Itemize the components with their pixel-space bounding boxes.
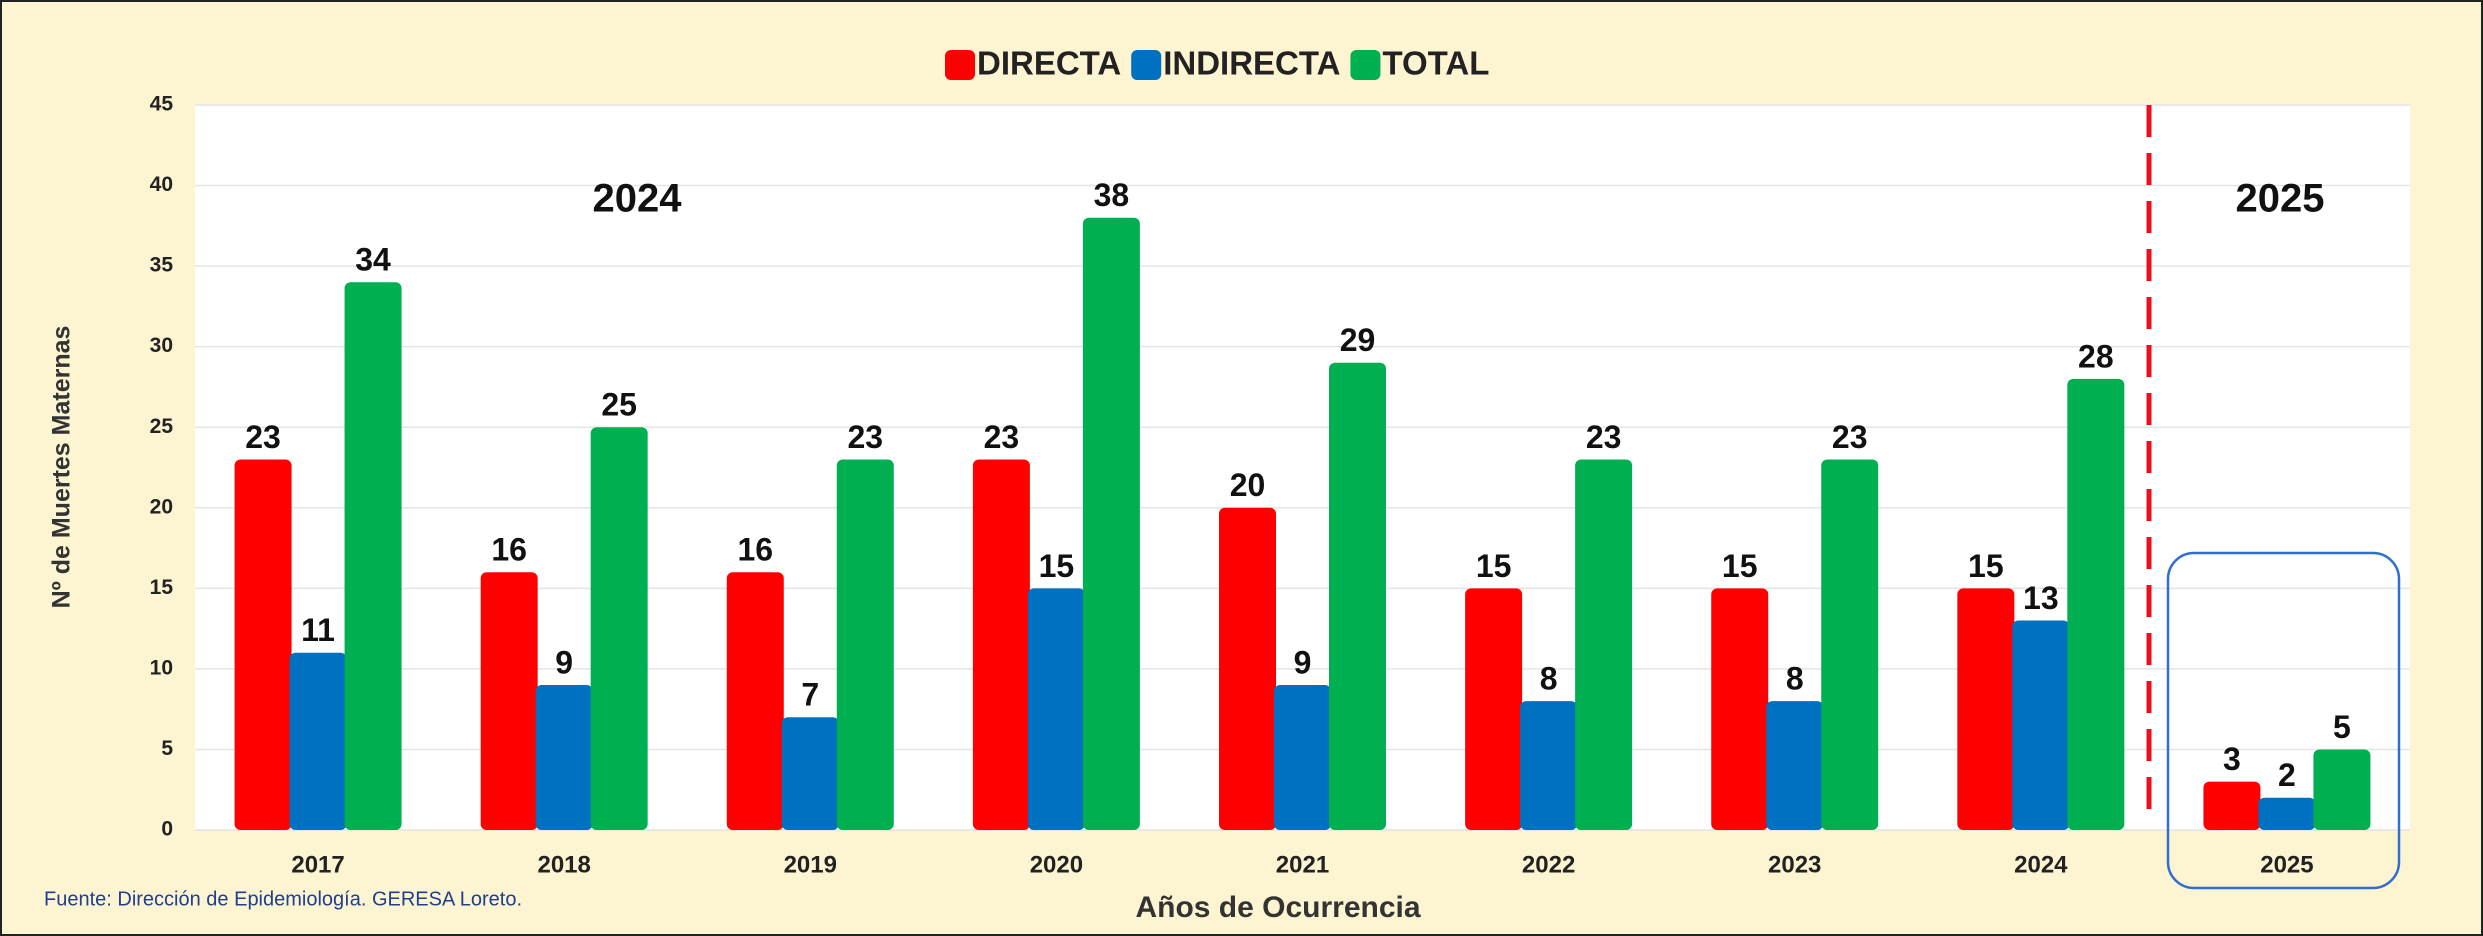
- value-label: 13: [2023, 580, 2059, 616]
- y-axis-label: Nº de Muertes Maternas: [48, 326, 76, 609]
- value-label: 20: [1230, 467, 1266, 503]
- bar: [2067, 378, 2125, 830]
- bar: [836, 459, 894, 830]
- bar: [2313, 749, 2371, 830]
- y-tick-label: 0: [161, 818, 173, 841]
- x-tick-label: 2017: [291, 851, 344, 878]
- value-label: 3: [2223, 741, 2241, 777]
- value-label: 9: [555, 644, 573, 680]
- value-label: 34: [355, 242, 391, 278]
- y-tick-label: 20: [150, 495, 173, 518]
- bar: [535, 685, 593, 830]
- annotation: 2025: [2236, 177, 2325, 221]
- value-label: 5: [2333, 709, 2351, 745]
- x-tick-label: 2022: [1522, 851, 1575, 878]
- y-tick-label: 35: [150, 254, 174, 277]
- bar: [1027, 588, 1085, 830]
- bar: [1219, 507, 1276, 830]
- bar: [2203, 781, 2261, 830]
- bar: [1575, 459, 1633, 830]
- bar: [480, 572, 538, 830]
- bar: [726, 572, 784, 830]
- legend-swatch: [1131, 50, 1162, 80]
- value-label: 9: [1294, 644, 1312, 680]
- legend-swatch: [945, 50, 975, 80]
- x-tick-label: 2024: [2014, 851, 2068, 878]
- bar: [1711, 588, 1769, 830]
- source: Fuente: Dirección de Epidemiología. GERE…: [44, 888, 522, 910]
- bar: [972, 459, 1030, 830]
- value-label: 2: [2278, 757, 2296, 793]
- bar: [1329, 362, 1386, 830]
- bar: [2258, 797, 2316, 830]
- y-tick-label: 45: [150, 93, 174, 116]
- bar: [1957, 588, 2015, 830]
- highlight-box: [2166, 551, 2401, 890]
- legend-swatch: [1350, 50, 1381, 80]
- value-label: 15: [1039, 548, 1075, 584]
- value-label: 38: [1094, 177, 1130, 213]
- bar: [781, 717, 839, 830]
- x-axis-label: Años de Ocurrencia: [1135, 891, 1420, 924]
- value-label: 15: [1722, 548, 1758, 584]
- x-tick-label: 2020: [1030, 851, 1083, 878]
- y-tick-label: 5: [161, 737, 173, 760]
- value-label: 23: [1586, 419, 1622, 455]
- x-tick-label: 2023: [1768, 851, 1821, 878]
- value-label: 23: [1832, 419, 1868, 455]
- legend-label: INDIRECTA: [1163, 45, 1340, 82]
- value-label: 23: [245, 419, 281, 455]
- y-tick-label: 25: [150, 415, 174, 438]
- annotation: 2024: [593, 177, 683, 221]
- value-label: 16: [491, 532, 527, 568]
- bar: [289, 652, 347, 830]
- bar: [1082, 217, 1140, 830]
- bar: [234, 459, 292, 830]
- bar: [344, 282, 402, 830]
- bar: [1274, 685, 1331, 830]
- value-label: 8: [1786, 661, 1804, 697]
- bar: [1766, 701, 1824, 830]
- value-label: 23: [984, 419, 1020, 455]
- value-label: 7: [801, 677, 819, 713]
- x-tick-label: 2025: [2260, 851, 2313, 878]
- value-label: 15: [1476, 548, 1512, 584]
- bar: [1520, 701, 1578, 830]
- y-tick-label: 15: [150, 576, 174, 599]
- value-label: 29: [1340, 322, 1376, 358]
- x-tick-label: 2021: [1276, 851, 1329, 878]
- y-tick-label: 40: [150, 173, 173, 196]
- value-label: 23: [847, 419, 883, 455]
- legend-label: TOTAL: [1382, 45, 1489, 82]
- y-tick-label: 30: [150, 334, 173, 357]
- bar: [2012, 620, 2070, 830]
- bar: [1821, 459, 1879, 830]
- bar: [590, 427, 648, 830]
- value-label: 11: [301, 612, 335, 648]
- legend-label: DIRECTA: [977, 45, 1121, 82]
- value-label: 16: [737, 532, 773, 568]
- y-tick-label: 10: [150, 656, 173, 679]
- x-tick-label: 2018: [537, 851, 590, 878]
- value-label: 28: [2078, 338, 2114, 374]
- value-label: 15: [1968, 548, 2004, 584]
- value-label: 8: [1540, 661, 1558, 697]
- value-label: 25: [601, 387, 637, 423]
- x-tick-label: 2019: [784, 851, 837, 878]
- bar: [1465, 588, 1523, 830]
